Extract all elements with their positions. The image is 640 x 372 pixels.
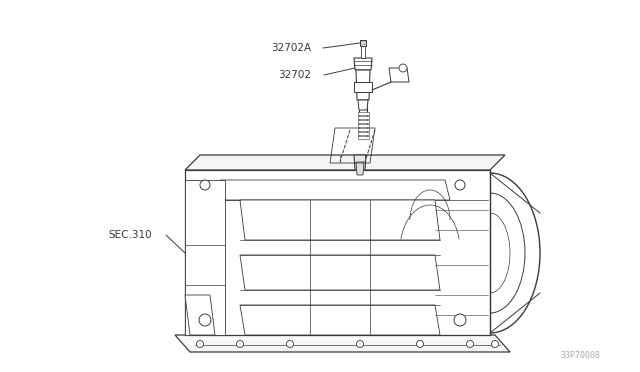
Polygon shape (240, 255, 440, 290)
Polygon shape (358, 128, 369, 131)
Polygon shape (358, 100, 368, 110)
Polygon shape (356, 162, 364, 175)
Circle shape (467, 340, 474, 347)
Polygon shape (358, 82, 368, 90)
Polygon shape (359, 85, 367, 138)
Polygon shape (185, 180, 225, 335)
Text: SEC.310: SEC.310 (108, 230, 152, 240)
Circle shape (200, 180, 210, 190)
Polygon shape (358, 112, 369, 115)
Circle shape (199, 314, 211, 326)
Circle shape (454, 314, 466, 326)
Polygon shape (220, 180, 450, 200)
Circle shape (356, 340, 364, 347)
Text: 32702: 32702 (278, 70, 311, 80)
Polygon shape (354, 82, 372, 92)
Circle shape (287, 340, 294, 347)
Polygon shape (356, 70, 370, 100)
Circle shape (417, 340, 424, 347)
Polygon shape (354, 155, 366, 170)
Circle shape (399, 64, 407, 72)
Polygon shape (358, 120, 369, 123)
Polygon shape (358, 124, 369, 127)
Polygon shape (358, 116, 369, 119)
Circle shape (492, 340, 499, 347)
Polygon shape (361, 46, 365, 58)
Text: 32702A: 32702A (271, 43, 311, 53)
Polygon shape (240, 200, 440, 240)
Text: 33P70008: 33P70008 (560, 351, 600, 360)
Polygon shape (240, 305, 440, 335)
Polygon shape (389, 68, 409, 82)
Circle shape (196, 340, 204, 347)
Polygon shape (185, 155, 505, 170)
Circle shape (237, 340, 243, 347)
Circle shape (455, 180, 465, 190)
Polygon shape (185, 170, 490, 335)
Polygon shape (360, 40, 366, 46)
Polygon shape (175, 335, 510, 352)
Polygon shape (358, 136, 369, 139)
Polygon shape (185, 295, 215, 335)
Polygon shape (354, 58, 372, 70)
Polygon shape (358, 132, 369, 135)
